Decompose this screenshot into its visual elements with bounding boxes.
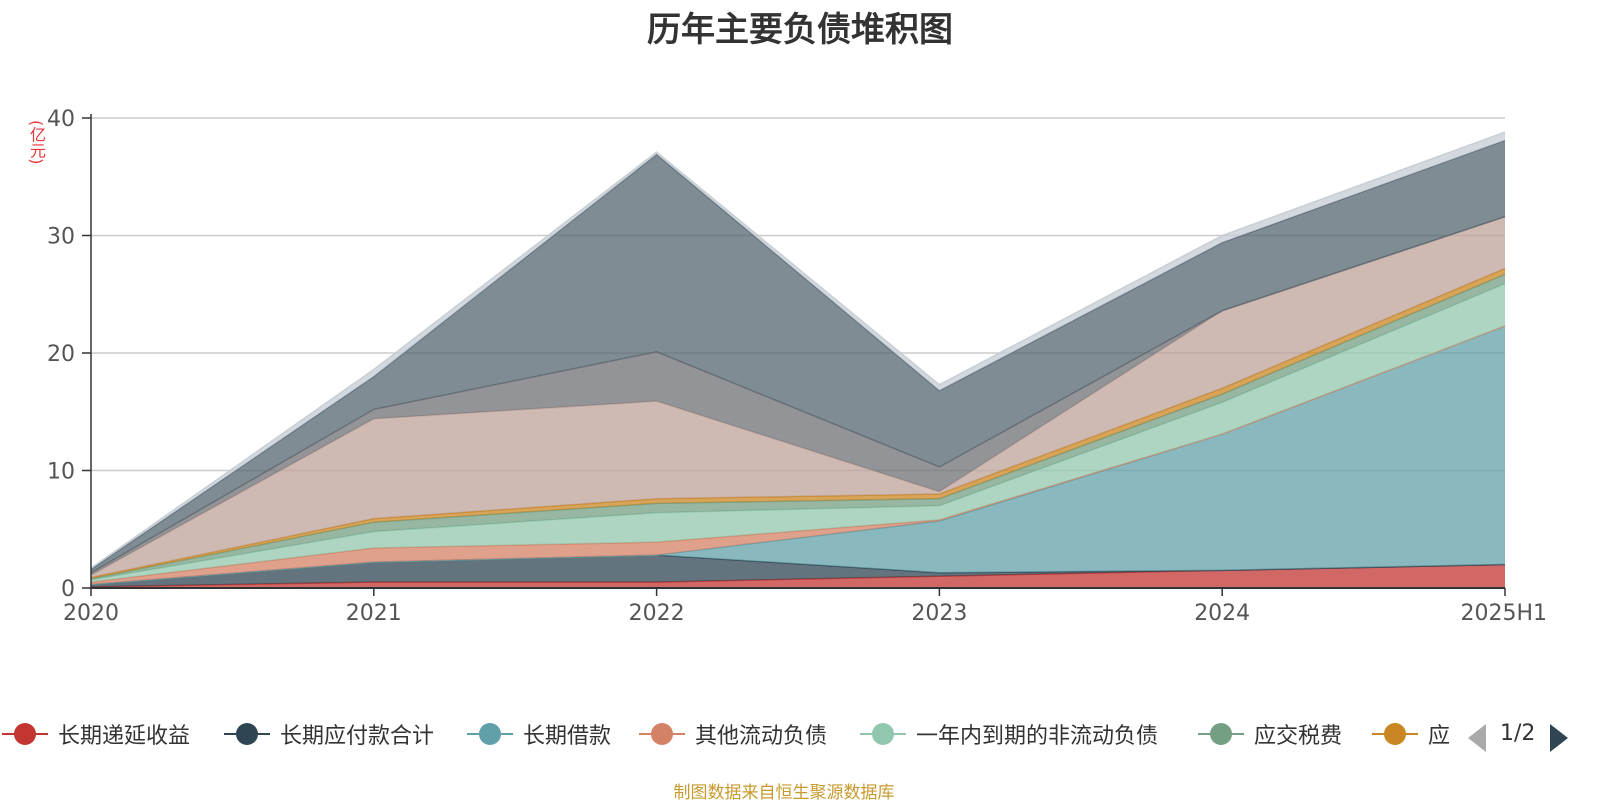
legend-item[interactable]: 应	[1370, 716, 1450, 752]
x-tick-label: 2023	[911, 601, 967, 626]
legend-marker-icon	[222, 716, 272, 752]
legend-item[interactable]: 一年内到期的非流动负债	[858, 716, 1158, 752]
legend-marker-icon	[1370, 716, 1420, 752]
area-series-8[interactable]	[91, 216, 1505, 578]
legend-next-page-icon[interactable]	[1550, 724, 1568, 752]
y-axis-unit-label: (亿元)	[27, 120, 46, 165]
x-tick-label: 2022	[629, 601, 685, 626]
legend-marker-icon	[637, 716, 687, 752]
area-series-2[interactable]	[91, 555, 1505, 587]
area-series	[90, 131, 1506, 588]
legend-page-indicator: 1/2	[1500, 721, 1536, 746]
legend-prev-page-icon[interactable]	[1468, 724, 1486, 752]
area-series-3[interactable]	[91, 325, 1505, 585]
x-tick-label: 2025H1	[1460, 601, 1547, 626]
y-tick-label: 40	[47, 107, 75, 132]
area-series-10[interactable]	[91, 140, 1505, 573]
legend: 1/2 长期递延收益 长期应付款合计 长期借款 其他流动负债 一年内到期的非流动负债 应交…	[0, 716, 1600, 752]
axes	[82, 114, 1506, 596]
legend-marker-icon	[465, 716, 515, 752]
series-line-11	[90, 131, 1506, 569]
legend-label: 应	[1428, 724, 1451, 749]
legend-label: 一年内到期的非流动负债	[916, 724, 1159, 749]
y-tick-label: 0	[61, 577, 75, 602]
legend-label: 长期递延收益	[58, 724, 191, 749]
y-tick-label: 20	[47, 342, 75, 367]
x-tick-label: 2020	[63, 601, 119, 626]
legend-item[interactable]: 长期应付款合计	[222, 716, 434, 752]
legend-marker-icon	[858, 716, 908, 752]
x-tick-label: 2021	[346, 601, 402, 626]
legend-label: 应交税费	[1254, 724, 1343, 749]
area-series-4[interactable]	[91, 325, 1505, 585]
y-tick-label: 10	[47, 460, 75, 485]
legend-marker-icon	[1196, 716, 1246, 752]
legend-label: 长期应付款合计	[280, 724, 435, 749]
legend-marker-icon	[0, 716, 50, 752]
legend-item[interactable]: 其他流动负债	[637, 716, 827, 752]
legend-item[interactable]: 应交税费	[1196, 716, 1342, 752]
chart-title: 历年主要负债堆积图	[647, 10, 953, 50]
source-note: 制图数据来自恒生聚源数据库	[673, 783, 895, 803]
x-tick-label: 2024	[1194, 601, 1250, 626]
legend-label: 其他流动负债	[695, 724, 828, 749]
y-tick-label: 30	[47, 225, 75, 250]
legend-label: 长期借款	[523, 724, 612, 749]
legend-item[interactable]: 长期借款	[465, 716, 611, 752]
tick-labels: 0 10 20 30 40 2020 2021 2022 2023 2024 2025H1	[47, 107, 1547, 626]
stacked-area-chart: 0 10 20 30 40 2020 2021 2022 2023 2024 2025H1	[47, 107, 1547, 626]
area-series-5[interactable]	[91, 283, 1505, 583]
legend-item[interactable]: 长期递延收益	[0, 716, 190, 752]
